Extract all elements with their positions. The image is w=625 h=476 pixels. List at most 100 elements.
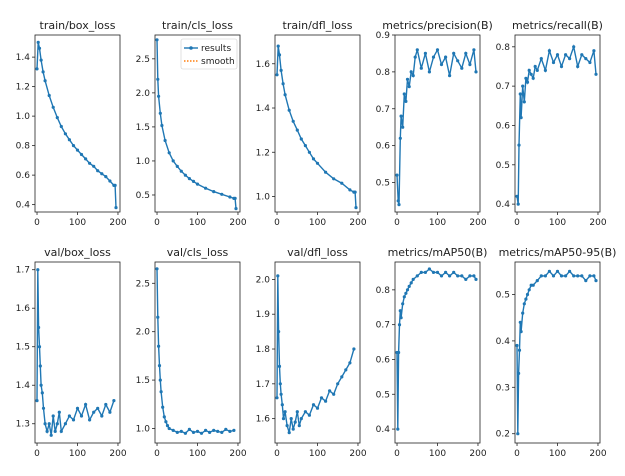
data-point [324, 170, 328, 174]
data-point [452, 51, 456, 56]
data-point [275, 396, 279, 400]
data-point [277, 364, 282, 368]
y-tick-label: 2.5 [136, 279, 150, 289]
x-tick-label: 0 [154, 218, 160, 228]
data-point [415, 274, 419, 278]
chart-panel-2: train/dfl_loss 0 100 200 1.0 1.2 1.4 1.6 [256, 19, 367, 228]
data-point [525, 292, 530, 297]
chart-panel-6: val/cls_loss 0 100 200 1.0 1.5 2.0 2.5 [136, 246, 247, 459]
data-point [299, 417, 303, 421]
data-point [47, 93, 51, 98]
data-point [543, 274, 548, 278]
data-point [224, 427, 228, 431]
y-tick-label: 0.4 [16, 201, 31, 211]
x-tick-label: 0 [274, 218, 280, 228]
x-tick-label: 0 [394, 449, 400, 459]
x-tick-label: 200 [589, 449, 606, 459]
data-point [158, 111, 162, 115]
data-point [521, 311, 525, 315]
series-line-results [36, 269, 115, 436]
data-point [104, 175, 108, 179]
chart-title: metrics/mAP50-95(B) [499, 246, 617, 259]
x-tick-label: 200 [469, 218, 486, 228]
data-point [167, 426, 171, 431]
data-point [407, 284, 411, 288]
data-point [113, 183, 117, 187]
data-point [53, 429, 57, 433]
data-point [472, 48, 476, 52]
data-point [398, 136, 402, 140]
data-point [156, 315, 160, 319]
data-point [522, 302, 526, 306]
y-tick-label: 0.5 [376, 179, 390, 189]
x-tick-label: 100 [189, 218, 206, 228]
data-point [444, 55, 448, 59]
legend: results smooth [180, 38, 238, 70]
data-point [319, 396, 324, 400]
y-tick-label: 0.9 [376, 31, 391, 41]
data-point [104, 402, 108, 407]
data-point [411, 74, 415, 78]
data-point [340, 375, 344, 379]
data-point [220, 192, 224, 196]
y-tick-label: 1.2 [256, 148, 270, 158]
data-point [164, 420, 168, 424]
data-point [303, 410, 307, 414]
data-point [340, 181, 344, 185]
data-point [277, 330, 281, 334]
data-point [100, 414, 104, 418]
axes-frame [274, 34, 361, 213]
data-point [551, 60, 556, 65]
data-point [539, 274, 543, 278]
data-point [281, 82, 285, 86]
data-point [474, 70, 478, 74]
chart-title: metrics/mAP50(B) [388, 246, 488, 259]
data-point [539, 57, 543, 61]
y-tick-label: 1.5 [136, 376, 150, 386]
data-point [407, 85, 411, 89]
data-point [529, 72, 533, 76]
x-tick-label: 100 [69, 449, 86, 459]
data-point [435, 48, 440, 52]
data-point [464, 51, 468, 56]
data-point [399, 316, 403, 320]
data-point [283, 93, 287, 97]
data-point [161, 405, 165, 409]
data-point [397, 323, 402, 327]
x-tick-label: 100 [549, 218, 566, 228]
data-point [45, 429, 49, 433]
y-tick-label: 1.5 [16, 343, 30, 353]
x-tick-label: 100 [189, 449, 206, 459]
data-point [307, 413, 311, 417]
data-point [228, 429, 232, 433]
series-line-results [516, 270, 597, 434]
legend-box [180, 38, 238, 70]
x-tick-label: 100 [309, 449, 326, 459]
data-point [332, 392, 336, 396]
y-tick-label: 0.5 [376, 390, 390, 400]
chart-title: train/dfl_loss [283, 19, 353, 32]
data-point [439, 62, 444, 67]
data-point [594, 279, 598, 283]
data-point [36, 268, 40, 272]
data-point [402, 295, 406, 299]
data-point [291, 427, 295, 431]
axes-frame [34, 261, 121, 444]
y-tick-label: 2.0 [256, 275, 271, 285]
y-tick-label: 1.5 [136, 123, 150, 133]
x-tick-label: 200 [109, 449, 126, 459]
data-point [547, 269, 552, 273]
data-point [522, 100, 526, 104]
data-point [171, 159, 175, 163]
data-point [468, 274, 472, 278]
y-tick-label: 0.8 [496, 43, 511, 53]
data-point [295, 410, 299, 414]
x-tick-label: 200 [469, 449, 486, 459]
data-point [580, 53, 584, 57]
data-point [448, 74, 452, 78]
y-tick-label: 1.3 [16, 420, 30, 430]
data-point [409, 70, 413, 74]
chart-title: train/cls_loss [162, 19, 233, 32]
x-tick-label: 200 [589, 218, 606, 228]
data-point [396, 427, 400, 431]
